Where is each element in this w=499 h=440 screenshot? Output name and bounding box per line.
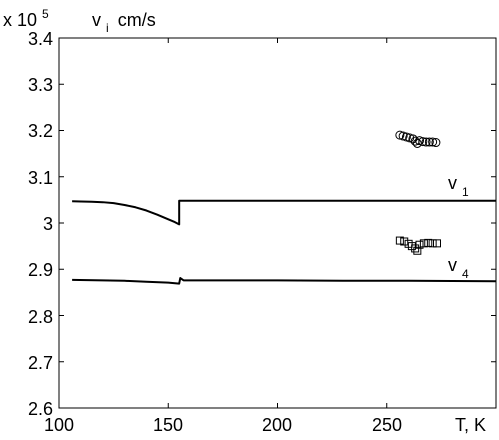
y-tick-label-3-4: 3.4	[28, 29, 53, 49]
y-multiplier: x 10 5	[3, 7, 49, 30]
y-tick-label-3: 3	[43, 214, 53, 234]
x-tick-labels: 100 150 200 250	[44, 415, 402, 435]
series-lines	[72, 199, 497, 285]
y-tick-label-3-2: 3.2	[28, 121, 53, 141]
y-tick-label-2-7: 2.7	[28, 353, 53, 373]
y-tick-labels: 2.6 2.7 2.8 2.9 3 3.1 3.2 3.3 3.4	[28, 29, 53, 419]
y-axis-label-subscript: i	[106, 21, 109, 35]
marker-square-5	[413, 246, 422, 255]
marker-square-1	[400, 237, 409, 246]
y-tick-label-2-8: 2.8	[28, 307, 53, 327]
y-multiplier-exponent: 5	[42, 7, 49, 21]
y-axis-header: x 10 5 v i cm/s	[3, 7, 156, 36]
y-axis-label: v i cm/s	[92, 10, 156, 36]
marker-square-10	[433, 239, 441, 248]
series-markers	[395, 130, 441, 255]
x-tick-label-150: 150	[153, 415, 183, 435]
y-tick-label-3-1: 3.1	[28, 168, 53, 188]
x-tick-marks	[58, 38, 388, 408]
y-tick-label-3-3: 3.3	[28, 75, 53, 95]
series-label-v4-main: v	[448, 255, 457, 275]
marker-circle-8	[418, 137, 428, 147]
y-tick-label-2-6: 2.6	[28, 399, 53, 419]
x-tick-label-250: 250	[372, 415, 402, 435]
marker-circle-10	[424, 137, 434, 147]
series-line-1	[72, 277, 497, 285]
plot-area	[58, 37, 497, 409]
series-line-0	[72, 199, 496, 226]
marker-square-9	[428, 239, 437, 248]
series-label-v1-subscript: 1	[462, 185, 469, 199]
y-axis-label-unit: cm/s	[118, 10, 156, 30]
marker-circle-9	[421, 137, 431, 147]
marker-circle-6	[412, 138, 422, 148]
marker-circle-12	[431, 138, 441, 148]
series-label-v1-main: v	[448, 173, 457, 193]
x-axis-label: T, K	[455, 415, 486, 435]
series-label-v1: v 1	[448, 173, 469, 199]
series-label-v4-subscript: 4	[462, 267, 469, 281]
y-multiplier-base: x 10	[3, 10, 37, 30]
marker-square-0	[395, 236, 404, 245]
marker-square-8	[424, 238, 433, 247]
marker-square-6	[415, 240, 424, 249]
marker-square-7	[419, 239, 428, 248]
y-tick-marks	[59, 37, 496, 409]
series-label-v4: v 4	[448, 255, 469, 281]
y-axis-label-main: v	[92, 10, 101, 30]
x-tick-label-100: 100	[44, 415, 74, 435]
y-tick-label-2-9: 2.9	[28, 260, 53, 280]
x-tick-label-200: 200	[262, 415, 292, 435]
marker-circle-11	[428, 137, 438, 147]
